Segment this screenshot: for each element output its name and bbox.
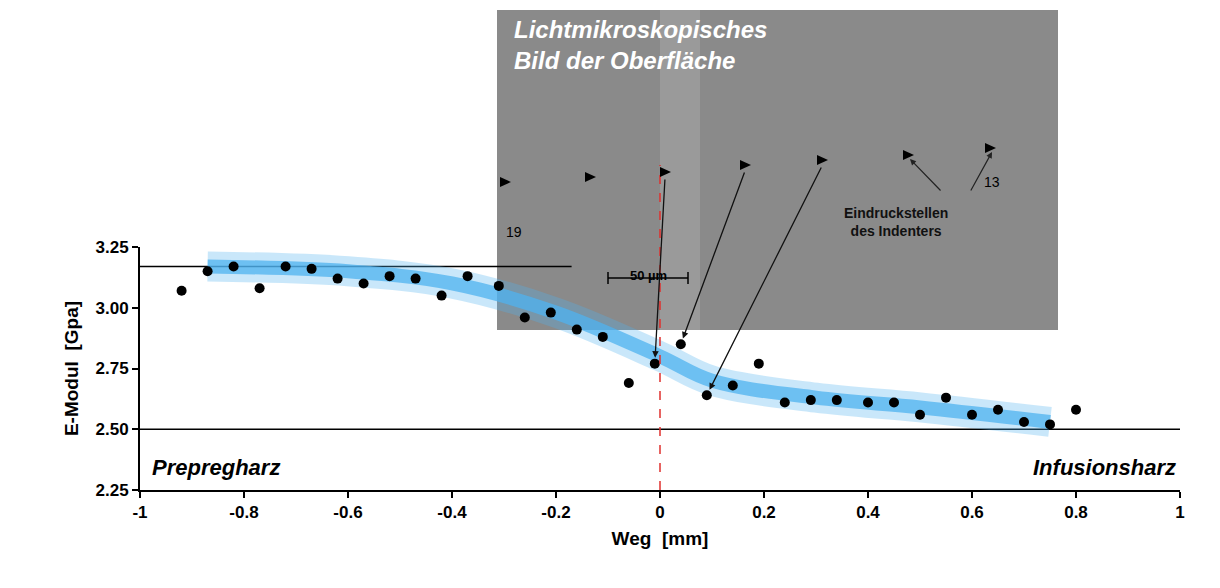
svg-text:0.8: 0.8 xyxy=(1064,503,1088,522)
svg-text:-0.4: -0.4 xyxy=(437,503,467,522)
svg-text:0.2: 0.2 xyxy=(752,503,776,522)
svg-text:2.25: 2.25 xyxy=(96,481,129,500)
svg-text:3.25: 3.25 xyxy=(96,238,129,257)
svg-text:1: 1 xyxy=(1175,503,1184,522)
svg-text:-0.8: -0.8 xyxy=(229,503,258,522)
svg-text:-1: -1 xyxy=(132,503,147,522)
svg-text:Weg [mm]: Weg [mm] xyxy=(612,528,709,549)
svg-text:0.4: 0.4 xyxy=(856,503,880,522)
svg-text:Eindruckstellendes Indenters: Eindruckstellendes Indenters xyxy=(844,205,948,239)
svg-text:2.75: 2.75 xyxy=(96,359,129,378)
svg-text:Prepregharz: Prepregharz xyxy=(152,455,280,480)
svg-text:E-Modul [Gpa]: E-Modul [Gpa] xyxy=(61,301,82,436)
svg-text:19: 19 xyxy=(506,224,522,240)
svg-text:-0.6: -0.6 xyxy=(333,503,362,522)
svg-text:13: 13 xyxy=(984,174,1000,190)
svg-text:0: 0 xyxy=(655,503,664,522)
svg-text:0.6: 0.6 xyxy=(960,503,984,522)
svg-text:Infusionsharz: Infusionsharz xyxy=(1033,455,1176,480)
svg-text:-0.2: -0.2 xyxy=(541,503,570,522)
svg-text:3.00: 3.00 xyxy=(96,299,129,318)
svg-text:LichtmikroskopischesBild der O: LichtmikroskopischesBild der Oberfläche xyxy=(514,16,767,74)
svg-text:2.50: 2.50 xyxy=(96,420,129,439)
svg-text:50 µm: 50 µm xyxy=(630,268,667,283)
